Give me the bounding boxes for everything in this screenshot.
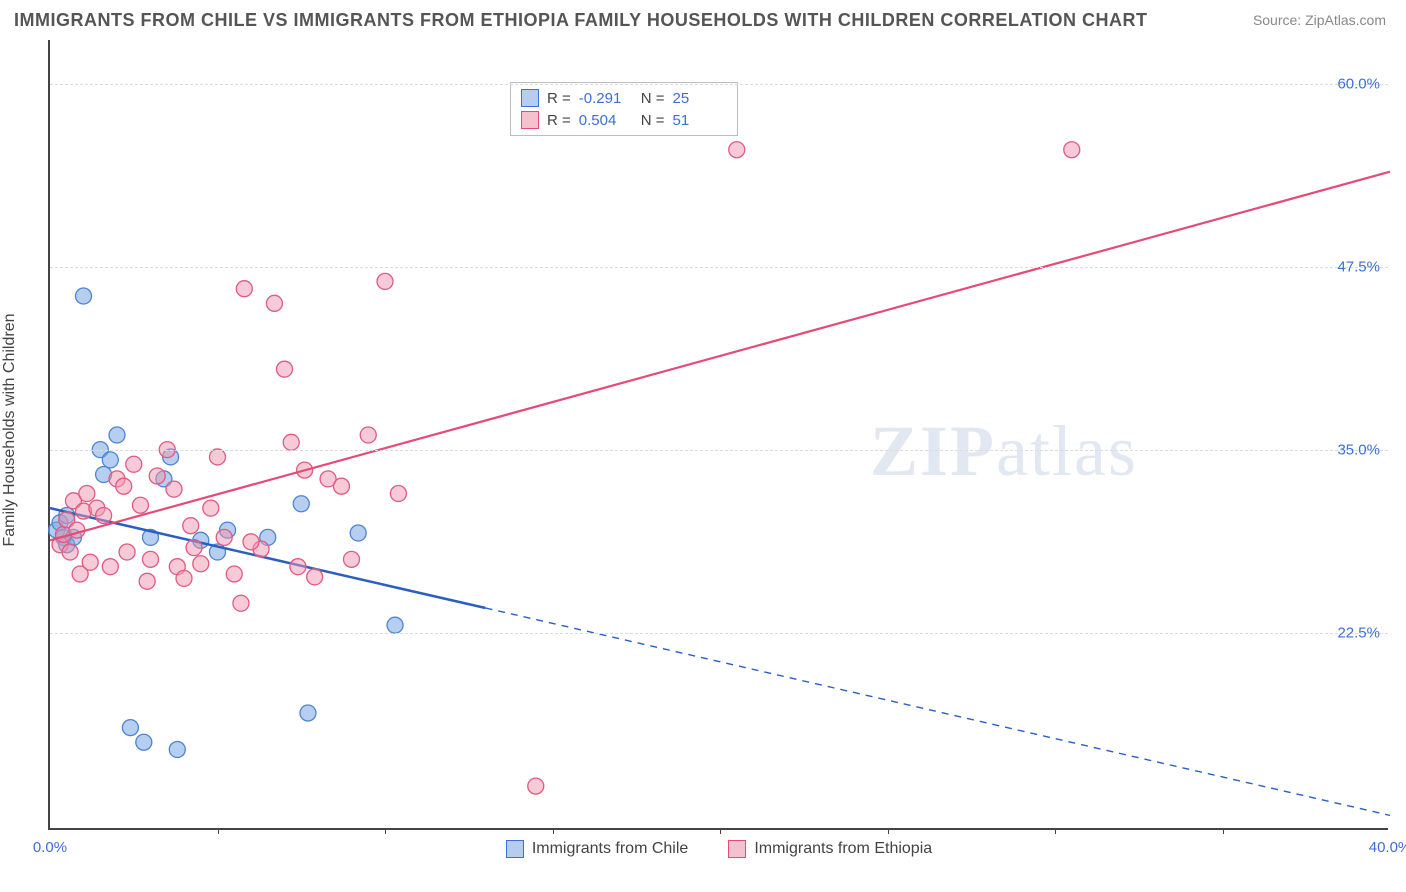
legend-correlation: R = -0.291 N = 25 R = 0.504 N = 51 (510, 82, 738, 136)
gridline (50, 84, 1388, 85)
data-point-ethiopia (69, 522, 85, 538)
legend-n-label: N = (641, 90, 665, 107)
data-point-ethiopia (277, 361, 293, 377)
data-point-ethiopia (333, 478, 349, 494)
data-point-ethiopia (143, 551, 159, 567)
data-point-ethiopia (119, 544, 135, 560)
data-point-ethiopia (283, 434, 299, 450)
chart-area: ZIPatlas R =-0.291N =25R =0.504N =51 Imm… (48, 40, 1388, 830)
data-point-ethiopia (116, 478, 132, 494)
legend-r-value: 0.504 (579, 112, 633, 129)
x-tick-label: 40.0% (1369, 839, 1406, 856)
data-point-ethiopia (102, 559, 118, 575)
x-tick-mark (385, 828, 386, 834)
x-tick-mark (1055, 828, 1056, 834)
data-point-ethiopia (203, 500, 219, 516)
data-point-ethiopia (236, 281, 252, 297)
y-tick-label: 35.0% (1337, 441, 1380, 458)
x-tick-mark (1223, 828, 1224, 834)
x-tick-mark (888, 828, 889, 834)
data-point-ethiopia (210, 449, 226, 465)
y-axis-title: Family Households with Children (1, 314, 19, 547)
legend-r-value: -0.291 (579, 90, 633, 107)
data-point-ethiopia (126, 456, 142, 472)
data-point-ethiopia (132, 497, 148, 513)
data-point-ethiopia (344, 551, 360, 567)
legend-correlation-row: R = 0.504 N = 51 (521, 109, 727, 131)
data-point-ethiopia (216, 529, 232, 545)
data-point-chile (136, 734, 152, 750)
x-tick-mark (218, 828, 219, 834)
chart-title: IMMIGRANTS FROM CHILE VS IMMIGRANTS FROM… (14, 10, 1147, 31)
data-point-ethiopia (96, 507, 112, 523)
legend-n-value: 25 (673, 90, 727, 107)
data-point-ethiopia (176, 570, 192, 586)
data-point-ethiopia (62, 544, 78, 560)
gridline (50, 267, 1388, 268)
data-point-ethiopia (266, 295, 282, 311)
legend-series: Immigrants from Chile Immigrants from Eth… (50, 840, 1388, 858)
legend-series-item: Immigrants from Chile (506, 840, 688, 858)
legend-correlation-row: R = -0.291 N = 25 (521, 87, 727, 109)
data-point-ethiopia (233, 595, 249, 611)
data-point-ethiopia (243, 534, 259, 550)
source-label: Source: ZipAtlas.com (1253, 12, 1386, 28)
data-point-chile (109, 427, 125, 443)
legend-r-label: R = (547, 90, 571, 107)
legend-n-label: N = (641, 112, 665, 129)
legend-swatch (521, 89, 539, 107)
data-point-chile (387, 617, 403, 633)
data-point-ethiopia (528, 778, 544, 794)
data-point-ethiopia (139, 573, 155, 589)
data-point-ethiopia (360, 427, 376, 443)
data-point-ethiopia (307, 569, 323, 585)
data-point-ethiopia (186, 540, 202, 556)
legend-series-label: Immigrants from Chile (532, 840, 688, 858)
data-point-ethiopia (290, 559, 306, 575)
y-tick-label: 60.0% (1337, 75, 1380, 92)
data-point-ethiopia (390, 486, 406, 502)
data-point-ethiopia (79, 486, 95, 502)
y-tick-label: 22.5% (1337, 624, 1380, 641)
data-point-ethiopia (226, 566, 242, 582)
trend-line-chile-dashed (486, 608, 1391, 815)
data-point-ethiopia (729, 142, 745, 158)
data-point-chile (122, 720, 138, 736)
legend-r-label: R = (547, 112, 571, 129)
gridline (50, 450, 1388, 451)
y-tick-label: 47.5% (1337, 258, 1380, 275)
data-point-ethiopia (193, 556, 209, 572)
x-tick-label: 0.0% (33, 839, 67, 856)
trend-line-ethiopia (50, 172, 1390, 541)
data-point-ethiopia (1064, 142, 1080, 158)
legend-swatch (506, 840, 524, 858)
legend-swatch (728, 840, 746, 858)
data-point-ethiopia (377, 273, 393, 289)
plot-svg (50, 40, 1388, 828)
legend-series-label: Immigrants from Ethiopia (754, 840, 932, 858)
data-point-chile (293, 496, 309, 512)
data-point-ethiopia (183, 518, 199, 534)
data-point-ethiopia (82, 554, 98, 570)
data-point-chile (350, 525, 366, 541)
data-point-ethiopia (166, 481, 182, 497)
x-tick-mark (553, 828, 554, 834)
data-point-chile (169, 742, 185, 758)
legend-n-value: 51 (673, 112, 727, 129)
legend-series-item: Immigrants from Ethiopia (728, 840, 932, 858)
data-point-chile (300, 705, 316, 721)
data-point-chile (102, 452, 118, 468)
legend-swatch (521, 111, 539, 129)
data-point-chile (76, 288, 92, 304)
data-point-ethiopia (149, 468, 165, 484)
x-tick-mark (720, 828, 721, 834)
gridline (50, 633, 1388, 634)
